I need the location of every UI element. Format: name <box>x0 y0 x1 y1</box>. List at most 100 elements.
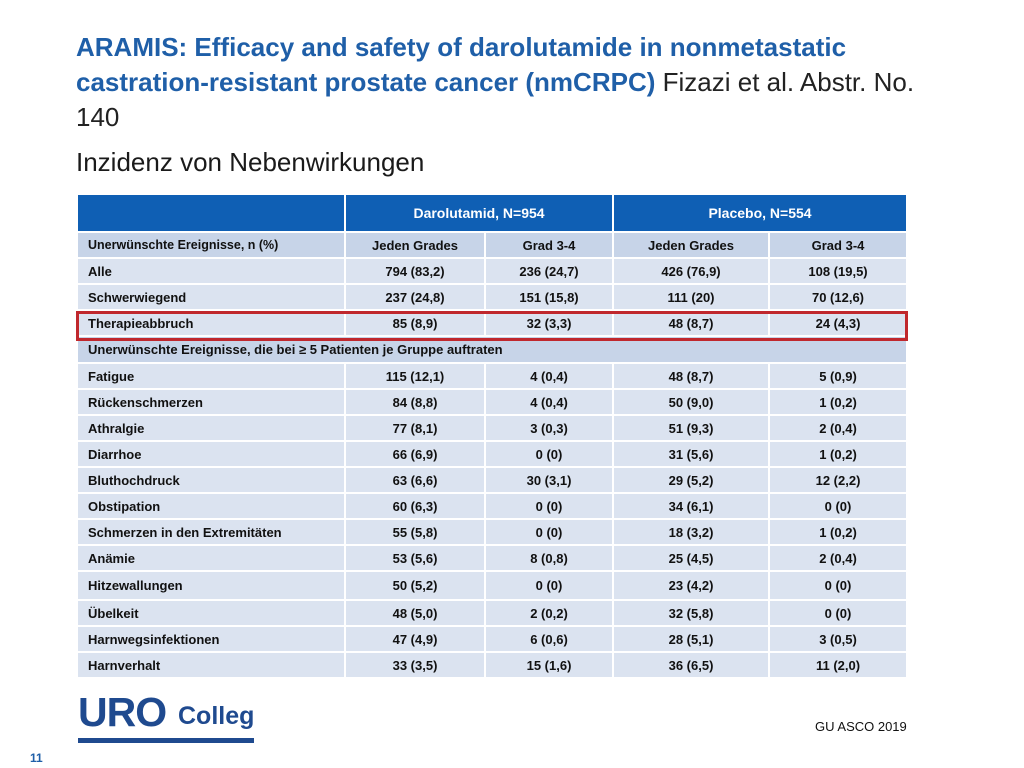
table-row: Schwerwiegend 237 (24,8) 151 (15,8) 111 (20… <box>76 283 909 311</box>
value-cell: 151 (15,8) <box>483 283 615 311</box>
row-label: Anämie <box>76 544 346 572</box>
group-header-row: Darolutamid, N=954 Placebo, N=554 <box>76 193 909 233</box>
sub-header-cell: Grad 3-4 <box>768 231 909 259</box>
value-cell: 0 (0) <box>768 599 909 627</box>
table-row: Therapieabbruch 85 (8,9) 32 (3,3) 48 (8,7) 2… <box>76 309 909 337</box>
slide-subtitle: Inzidenz von Nebenwirkungen <box>76 147 425 177</box>
value-cell: 32 (3,3) <box>483 309 615 337</box>
row-label: Diarrhoe <box>76 440 346 468</box>
table-row: Athralgie 77 (8,1) 3 (0,3) 51 (9,3) 2 (0,4) <box>76 414 909 442</box>
source-note: GU ASCO 2019 <box>815 719 907 734</box>
table-row: Alle 794 (83,2) 236 (24,7) 426 (76,9) 108 (1… <box>76 257 909 285</box>
value-cell: 0 (0) <box>483 440 615 468</box>
value-cell: 84 (8,8) <box>344 388 486 416</box>
value-cell: 4 (0,4) <box>483 362 615 390</box>
row-label: Bluthochdruck <box>76 466 346 494</box>
row-label: Therapieabbruch <box>76 309 346 337</box>
value-cell: 0 (0) <box>768 570 909 601</box>
table-row: Harnverhalt 33 (3,5) 15 (1,6) 36 (6,5) 11 (2… <box>76 651 909 679</box>
value-cell: 115 (12,1) <box>344 362 486 390</box>
value-cell: 0 (0) <box>768 492 909 520</box>
row-label: Alle <box>76 257 346 285</box>
value-cell: 34 (6,1) <box>612 492 771 520</box>
value-cell: 48 (5,0) <box>344 599 486 627</box>
row-label: Hitzewallungen <box>76 570 346 601</box>
slide-title: ARAMIS: Efficacy and safety of darolutam… <box>76 30 956 135</box>
value-cell: 237 (24,8) <box>344 283 486 311</box>
value-cell: 48 (8,7) <box>612 309 771 337</box>
row-label: Übelkeit <box>76 599 346 627</box>
slide-number: 11 <box>30 751 43 765</box>
table-row: Anämie 53 (5,6) 8 (0,8) 25 (4,5) 2 (0,4) <box>76 544 909 572</box>
row-label: Schwerwiegend <box>76 283 346 311</box>
value-cell: 236 (24,7) <box>483 257 615 285</box>
row-label: Rückenschmerzen <box>76 388 346 416</box>
value-cell: 63 (6,6) <box>344 466 486 494</box>
value-cell: 24 (4,3) <box>768 309 909 337</box>
table-row: Übelkeit 48 (5,0) 2 (0,2) 32 (5,8) 0 (0) <box>76 599 909 627</box>
adverse-events-body: Alle 794 (83,2) 236 (24,7) 426 (76,9) 108 (1… <box>75 257 909 679</box>
value-cell: 794 (83,2) <box>344 257 486 285</box>
row-label: Harnverhalt <box>76 651 346 679</box>
value-cell: 25 (4,5) <box>612 544 771 572</box>
value-cell: 1 (0,2) <box>768 440 909 468</box>
value-cell: 6 (0,6) <box>483 625 615 653</box>
value-cell: 2 (0,4) <box>768 414 909 442</box>
value-cell: 0 (0) <box>483 518 615 546</box>
value-cell: 18 (3,2) <box>612 518 771 546</box>
sub-header-row: Unerwünschte Ereignisse, n (%) Jeden Grad… <box>76 231 909 259</box>
value-cell: 77 (8,1) <box>344 414 486 442</box>
table-row: Harnwegsinfektionen 47 (4,9) 6 (0,6) 28 (5,… <box>76 625 909 653</box>
value-cell: 3 (0,3) <box>483 414 615 442</box>
value-cell: 29 (5,2) <box>612 466 771 494</box>
value-cell: 4 (0,4) <box>483 388 615 416</box>
sub-header-cell: Jeden Grades <box>612 231 771 259</box>
table-row: Obstipation 60 (6,3) 0 (0) 34 (6,1) 0 (0) <box>76 492 909 520</box>
row-label: Fatigue <box>76 362 346 390</box>
sub-header-cell: Unerwünschte Ereignisse, n (%) <box>76 231 346 259</box>
value-cell: 60 (6,3) <box>344 492 486 520</box>
section-label: Unerwünschte Ereignisse, die bei ≥ 5 Pat… <box>75 335 909 364</box>
sub-header-cell: Grad 3-4 <box>483 231 615 259</box>
group-header-placebo: Placebo, N=554 <box>612 193 909 233</box>
value-cell: 53 (5,6) <box>344 544 486 572</box>
value-cell: 48 (8,7) <box>612 362 771 390</box>
value-cell: 51 (9,3) <box>612 414 771 442</box>
value-cell: 50 (5,2) <box>344 570 486 601</box>
value-cell: 5 (0,9) <box>768 362 909 390</box>
value-cell: 66 (6,9) <box>344 440 486 468</box>
table-row: Fatigue 115 (12,1) 4 (0,4) 48 (8,7) 5 (0,9) <box>76 362 909 390</box>
table-row: Bluthochdruck 63 (6,6) 30 (3,1) 29 (5,2) 12 … <box>76 466 909 494</box>
value-cell: 36 (6,5) <box>612 651 771 679</box>
value-cell: 55 (5,8) <box>344 518 486 546</box>
row-label: Athralgie <box>76 414 346 442</box>
table-row: Hitzewallungen 50 (5,2) 0 (0) 23 (4,2) 0 (0) <box>76 570 909 601</box>
value-cell: 108 (19,5) <box>768 257 909 285</box>
value-cell: 12 (2,2) <box>768 466 909 494</box>
value-cell: 0 (0) <box>483 570 615 601</box>
logo-uro-text: URO <box>78 689 167 735</box>
value-cell: 8 (0,8) <box>483 544 615 572</box>
urocolleg-logo: URO Colleg <box>78 690 254 746</box>
table-row: Diarrhoe 66 (6,9) 0 (0) 31 (5,6) 1 (0,2) <box>76 440 909 468</box>
sub-header-cell: Jeden Grades <box>344 231 486 259</box>
value-cell: 2 (0,2) <box>483 599 615 627</box>
value-cell: 33 (3,5) <box>344 651 486 679</box>
group-header-empty <box>76 193 346 233</box>
value-cell: 28 (5,1) <box>612 625 771 653</box>
value-cell: 3 (0,5) <box>768 625 909 653</box>
table-row: Schmerzen in den Extremitäten 55 (5,8) 0 (… <box>76 518 909 546</box>
logo-underline <box>78 738 254 743</box>
value-cell: 31 (5,6) <box>612 440 771 468</box>
value-cell: 30 (3,1) <box>483 466 615 494</box>
value-cell: 47 (4,9) <box>344 625 486 653</box>
table-row: Rückenschmerzen 84 (8,8) 4 (0,4) 50 (9,0) 1 … <box>76 388 909 416</box>
value-cell: 32 (5,8) <box>612 599 771 627</box>
row-label: Harnwegsinfektionen <box>76 625 346 653</box>
value-cell: 1 (0,2) <box>768 518 909 546</box>
value-cell: 111 (20) <box>612 283 771 311</box>
group-header-darolutamid: Darolutamid, N=954 <box>343 193 615 233</box>
value-cell: 1 (0,2) <box>768 388 909 416</box>
value-cell: 426 (76,9) <box>612 257 771 285</box>
value-cell: 2 (0,4) <box>768 544 909 572</box>
